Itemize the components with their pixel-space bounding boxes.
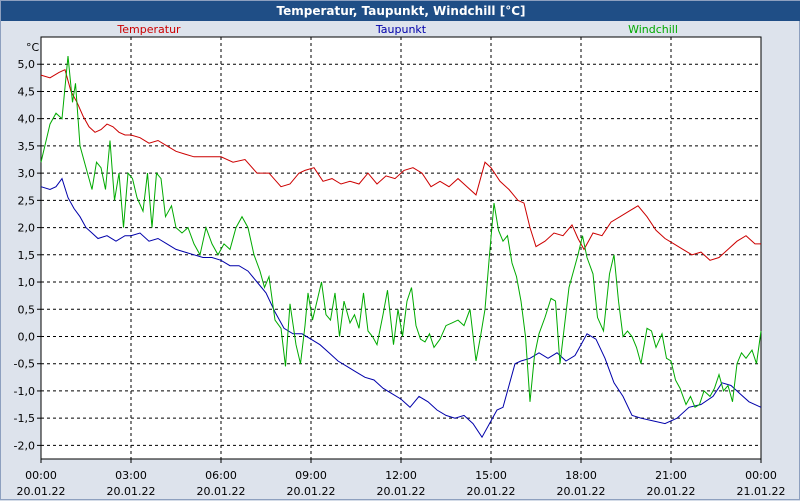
- y-tick-label: 5,0: [18, 58, 36, 71]
- y-tick-label: -1,5: [14, 412, 35, 425]
- y-tick-label: 3,0: [18, 167, 36, 180]
- x-tick-time: 00:00: [25, 469, 57, 482]
- x-tick-date: 20.01.22: [107, 485, 156, 498]
- x-tick-time: 00:00: [745, 469, 777, 482]
- x-tick-date: 20.01.22: [377, 485, 426, 498]
- series-line-taupunkt: [40, 177, 762, 439]
- y-tick-label: 1,5: [18, 249, 36, 262]
- y-tick-label: 4,0: [18, 113, 36, 126]
- legend-entry-taupunkt: Taupunkt: [375, 23, 427, 36]
- y-tick-label: 0,0: [18, 330, 36, 343]
- x-tick-date: 21.01.22: [737, 485, 786, 498]
- x-tick-date: 20.01.22: [17, 485, 66, 498]
- legend: Temperatur Taupunkt Windchill: [116, 23, 678, 36]
- y-tick-label: 2,5: [18, 194, 36, 207]
- grid: [41, 37, 761, 459]
- x-tick-time: 12:00: [385, 469, 417, 482]
- y-tick-label: 2,0: [18, 222, 36, 235]
- y-tick-label: -0,5: [14, 358, 35, 371]
- x-tick-date: 20.01.22: [557, 485, 606, 498]
- x-axis: 00:00 20.01.22 03:00 20.01.22 06:00 20.01.22 0…: [17, 459, 786, 498]
- series-group: [40, 56, 762, 439]
- y-axis-label: °C: [26, 41, 40, 54]
- y-tick-label: 3,5: [18, 140, 36, 153]
- y-tick-label: 1,0: [18, 276, 36, 289]
- legend-entry-windchill: Windchill: [628, 23, 678, 36]
- x-tick-date: 20.01.22: [197, 485, 246, 498]
- y-tick-label: 0,5: [18, 303, 36, 316]
- x-tick-time: 03:00: [115, 469, 147, 482]
- y-tick-label: -1,0: [14, 385, 35, 398]
- x-tick-date: 20.01.22: [647, 485, 696, 498]
- x-tick-date: 20.01.22: [467, 485, 516, 498]
- y-tick-label: 4,5: [18, 85, 36, 98]
- series-line-temperatur: [40, 69, 761, 261]
- chart-title: Temperatur, Taupunkt, Windchill [°C]: [1, 1, 800, 21]
- x-tick-time: 09:00: [295, 469, 327, 482]
- x-tick-time: 06:00: [205, 469, 237, 482]
- x-tick-time: 15:00: [475, 469, 507, 482]
- y-axis: -2,0 -1,5 -1,0 -0,5 0,0 0,5 1,0 1,5 2,0 2,5 3,0 3,5…: [14, 58, 41, 452]
- x-tick-time: 21:00: [655, 469, 687, 482]
- x-tick-date: 20.01.22: [287, 485, 336, 498]
- x-tick-time: 18:00: [565, 469, 597, 482]
- series-line-windchill: [40, 56, 762, 409]
- y-tick-label: -2,0: [14, 439, 35, 452]
- legend-entry-temperatur: Temperatur: [116, 23, 181, 36]
